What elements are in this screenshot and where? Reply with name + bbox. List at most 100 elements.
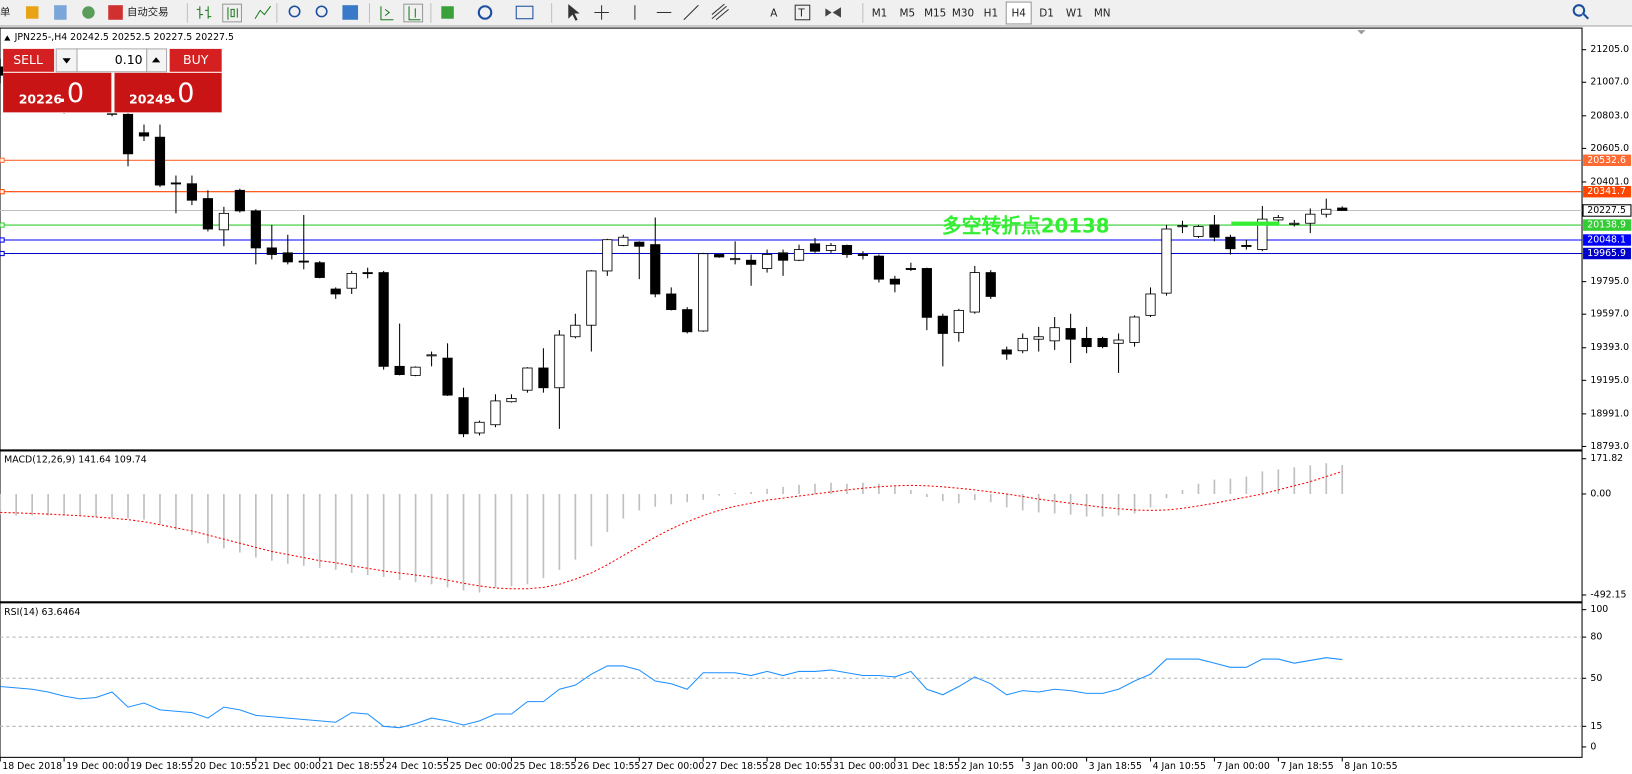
- icon[interactable]: [342, 5, 359, 20]
- macd-title: MACD(12,26,9) 141.64 109.74: [4, 454, 147, 465]
- icon[interactable]: [82, 6, 95, 19]
- histogram-bar: [0, 493, 2, 515]
- histogram-bar: [127, 493, 129, 519]
- y-tick-label: 80: [1590, 632, 1602, 643]
- level-handle: [0, 237, 5, 243]
- y-tick-label: 18793.0: [1590, 441, 1629, 452]
- search-icon[interactable]: [1572, 4, 1590, 20]
- rsi-line: [0, 657, 1343, 729]
- shift-marker: [1357, 30, 1366, 35]
- text-tool[interactable]: A: [770, 8, 778, 20]
- bid-box[interactable]: [3, 72, 112, 113]
- crosshair-icon[interactable]: [594, 5, 609, 20]
- y-tick-label: 100: [1590, 604, 1608, 615]
- candle-body: [1241, 245, 1252, 247]
- icon[interactable]: [515, 5, 534, 20]
- timeframe-button[interactable]: M5: [900, 8, 916, 20]
- histogram-bar: [1133, 493, 1136, 514]
- trendline-icon[interactable]: [683, 4, 699, 21]
- x-tick-label: 27 Dec 18:55: [705, 761, 768, 772]
- icon[interactable]: [54, 5, 67, 20]
- timeframe-button[interactable]: H1: [984, 8, 998, 20]
- x-tick-label: 25 Dec 00:00: [450, 761, 513, 772]
- icon-frame: [403, 3, 424, 23]
- zoom-out[interactable]: [315, 5, 328, 18]
- candle-body: [746, 259, 757, 265]
- sell-label[interactable]: SELL: [13, 52, 43, 67]
- y-tick-label: 171.82: [1590, 453, 1623, 464]
- histogram-bar: [175, 493, 177, 530]
- label-tool[interactable]: T: [797, 8, 805, 20]
- buy-button[interactable]: [169, 48, 222, 72]
- histogram-bar: [1101, 493, 1104, 517]
- ask-pips[interactable]: .0: [169, 78, 195, 109]
- timeframe-button[interactable]: MN: [1094, 8, 1111, 20]
- histogram-bar: [1325, 463, 1328, 494]
- icon-frame: [222, 3, 242, 23]
- y-tick-label: 19393.0: [1590, 342, 1629, 353]
- histogram-bar: [574, 493, 577, 560]
- bid-pips[interactable]: .0: [58, 78, 84, 109]
- icon[interactable]: [380, 6, 394, 21]
- y-tick-label: 19597.0: [1590, 309, 1629, 320]
- auto-trade[interactable]: 自动交易: [127, 5, 169, 18]
- timeframe-button[interactable]: M15: [924, 8, 946, 20]
- candle-body: [1129, 316, 1140, 343]
- histogram-bar: [846, 483, 848, 494]
- zoom-in[interactable]: [288, 5, 301, 18]
- timeframe-button[interactable]: W1: [1066, 8, 1083, 20]
- icon[interactable]: [108, 5, 123, 20]
- candle-body: [1289, 222, 1300, 225]
- lot-value[interactable]: 0.10: [115, 52, 143, 67]
- candle-body: [234, 189, 245, 212]
- level-label: 19965.9: [1587, 248, 1626, 259]
- histogram-bar: [286, 493, 289, 564]
- level-handle: [0, 222, 5, 228]
- buy-label[interactable]: BUY: [183, 52, 209, 67]
- icon[interactable]: [254, 5, 272, 20]
- x-tick-label: 7 Jan 18:55: [1280, 761, 1333, 772]
- candle-body: [1017, 337, 1028, 352]
- trend-mark: [1231, 221, 1280, 226]
- icon[interactable]: [825, 7, 841, 18]
- x-tick-label: 20 Dec 10:55: [194, 761, 257, 772]
- histogram-bar: [31, 493, 33, 516]
- candle-body: [426, 354, 437, 357]
- bid-price[interactable]: 20226: [19, 91, 62, 106]
- histogram-bar: [350, 493, 353, 573]
- candle-body: [809, 243, 821, 252]
- channel-icon[interactable]: [711, 3, 729, 21]
- histogram-bar: [941, 493, 944, 502]
- icon[interactable]: [227, 7, 238, 20]
- bid-label-bg: [1582, 204, 1632, 217]
- x-tick-label: 7 Jan 00:00: [1217, 761, 1270, 772]
- cursor-icon[interactable]: [568, 4, 580, 21]
- ask-box[interactable]: [114, 72, 222, 113]
- sell-button[interactable]: [3, 48, 55, 72]
- candle-body: [650, 244, 661, 295]
- collapse-icon[interactable]: [4, 35, 11, 41]
- candle-body: [186, 183, 198, 201]
- histogram-bar: [1053, 493, 1056, 514]
- icon[interactable]: [477, 5, 493, 20]
- candle-body: [825, 245, 837, 251]
- candle-body: [634, 241, 645, 247]
- icon[interactable]: [26, 6, 39, 19]
- x-tick-label: 19 Dec 18:55: [130, 761, 193, 772]
- ask-price[interactable]: 20249: [129, 91, 172, 106]
- histogram-bar: [398, 493, 401, 581]
- timeframe-button[interactable]: M30: [952, 8, 974, 20]
- level-handle: [0, 157, 5, 163]
- candle-body: [1321, 208, 1332, 215]
- histogram-bar: [1149, 493, 1152, 508]
- icon[interactable]: [196, 6, 212, 19]
- histogram-bar: [334, 493, 337, 570]
- histogram-bar: [1181, 489, 1184, 494]
- timeframe-button[interactable]: M1: [872, 8, 888, 20]
- timeframe-button[interactable]: H4: [1011, 8, 1026, 20]
- chart-title: JPN225-,H4 20242.5 20252.5 20227.5 20227…: [14, 32, 234, 43]
- icon[interactable]: [441, 6, 454, 19]
- level-handle: [0, 189, 5, 195]
- icon[interactable]: [408, 6, 421, 21]
- timeframe-button[interactable]: D1: [1039, 8, 1054, 20]
